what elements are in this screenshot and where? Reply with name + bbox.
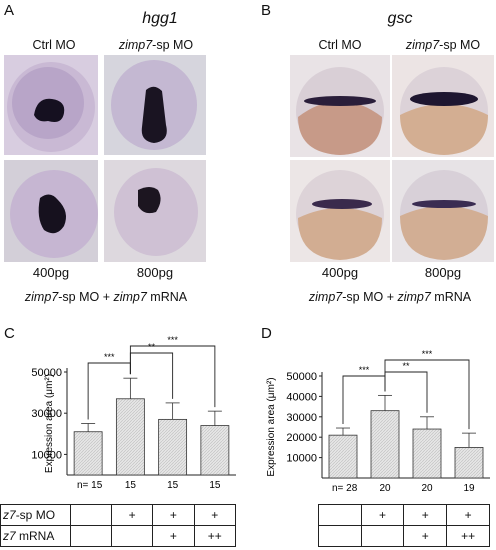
bar-chart-d-svg: 10000 20000 30000 40000 50000 Expression area… — [266, 349, 490, 494]
table-cell — [318, 525, 362, 547]
n-label: 15 — [209, 480, 221, 491]
embryo-image-gsc-800pg — [392, 160, 494, 262]
significance-label: ** — [402, 361, 410, 371]
n-label: 15 — [167, 480, 179, 491]
n-label: 20 — [421, 483, 433, 494]
row-label-z7-mrna: z7 mRNA — [0, 525, 71, 547]
significance-label: ** — [148, 342, 156, 352]
panel-label-b: B — [261, 2, 272, 19]
panel-label-a: A — [4, 2, 15, 19]
embryo-image-hgg1-800pg — [104, 160, 206, 262]
y-tick-label: 30000 — [31, 408, 62, 420]
significance-label: *** — [422, 349, 433, 359]
n-label: n= 15 — [77, 480, 103, 491]
bar — [200, 425, 230, 476]
col-title-ctrl-mo-a: Ctrl MO — [32, 38, 76, 52]
significance-label: *** — [104, 352, 115, 362]
table-cell — [360, 525, 405, 547]
col-title-ctrl-mo-b: Ctrl MO — [318, 38, 362, 52]
table-row: z7 mRNA + ++ — [0, 525, 237, 547]
significance-label: *** — [167, 335, 178, 345]
table-cell: + — [403, 525, 448, 547]
y-tick-label: 10000 — [31, 449, 62, 461]
dose-label-800pg-a: 800pg — [136, 265, 174, 280]
table-row: + ++ — [318, 525, 490, 547]
caption-rescue-a: zimp7-sp MO + zimp7 mRNA — [24, 290, 188, 304]
bar — [454, 447, 484, 479]
table-cell: + — [110, 504, 154, 526]
caption-rescue-b: zimp7-sp MO + zimp7 mRNA — [308, 290, 472, 304]
n-label: 15 — [125, 480, 137, 491]
table-cell: ++ — [446, 525, 490, 547]
bar-chart-d: 10000 20000 30000 40000 50000 Expression area… — [260, 330, 496, 500]
significance-bracket — [384, 359, 470, 430]
significance-bracket — [384, 371, 428, 413]
y-tick-label: 50000 — [31, 367, 62, 379]
y-tick-label: 50000 — [286, 371, 317, 383]
y-tick-label: 20000 — [286, 432, 317, 444]
bar — [115, 398, 145, 476]
table-cell: + — [360, 504, 405, 526]
embryo-image-hgg1-ctrl — [4, 55, 98, 155]
panel-label-c: C — [4, 325, 15, 342]
bar — [158, 418, 188, 476]
y-tick-label: 10000 — [286, 453, 317, 465]
embryo-image-hgg1-zimp7-sp — [104, 55, 206, 155]
embryo-image-gsc-400pg — [290, 160, 390, 262]
n-label: n= 28 — [332, 483, 358, 494]
table-cell: ++ — [193, 525, 237, 547]
bar — [328, 434, 358, 479]
y-tick-label: 40000 — [286, 391, 317, 403]
treatment-table-c: z7-sp MO + + + z7 mRNA + ++ — [0, 504, 237, 547]
embryo-image-gsc-zimp7-sp — [392, 55, 494, 157]
y-axis-label: Expression area (μm²) — [266, 377, 277, 476]
col-title-zimp7-sp-mo-a: zimp7-sp MO — [118, 38, 194, 52]
dose-label-400pg-a: 400pg — [32, 265, 70, 280]
table-cell: + — [152, 525, 195, 547]
bar — [73, 431, 103, 476]
table-row: + + + — [318, 504, 490, 526]
gene-label-hgg1: hgg1 — [142, 10, 178, 27]
treatment-table-d: + + + + ++ — [318, 504, 490, 547]
table-cell — [318, 504, 362, 526]
bar — [370, 410, 400, 479]
table-cell: + — [446, 504, 490, 526]
table-cell: + — [152, 504, 195, 526]
table-row: z7-sp MO + + + — [0, 504, 237, 526]
significance-label: *** — [359, 365, 370, 375]
y-tick-label: 30000 — [286, 412, 317, 424]
significance-bracket — [129, 352, 174, 399]
col-title-zimp7-sp-mo-b: zimp7-sp MO — [405, 38, 481, 52]
table-cell: + — [193, 504, 237, 526]
bar-chart-c: 10000 30000 50000 Expression area (μm²) n= 1… — [0, 330, 250, 500]
row-label-z7-sp-mo: z7-sp MO — [0, 504, 71, 526]
embryo-image-hgg1-400pg — [4, 160, 98, 262]
embryo-image-gsc-ctrl — [290, 55, 390, 157]
bar — [412, 428, 442, 479]
y-axis-label: Expression area (μm²) — [44, 374, 55, 473]
significance-bracket — [129, 345, 216, 408]
table-cell: + — [403, 504, 448, 526]
n-label: 20 — [379, 483, 391, 494]
panel-label-d: D — [261, 325, 272, 342]
dose-label-400pg-b: 400pg — [321, 265, 359, 280]
table-cell — [69, 525, 112, 547]
dose-label-800pg-b: 800pg — [424, 265, 462, 280]
table-cell — [110, 525, 154, 547]
table-cell — [69, 504, 112, 526]
gene-label-gsc: gsc — [387, 10, 413, 27]
n-label: 19 — [463, 483, 475, 494]
